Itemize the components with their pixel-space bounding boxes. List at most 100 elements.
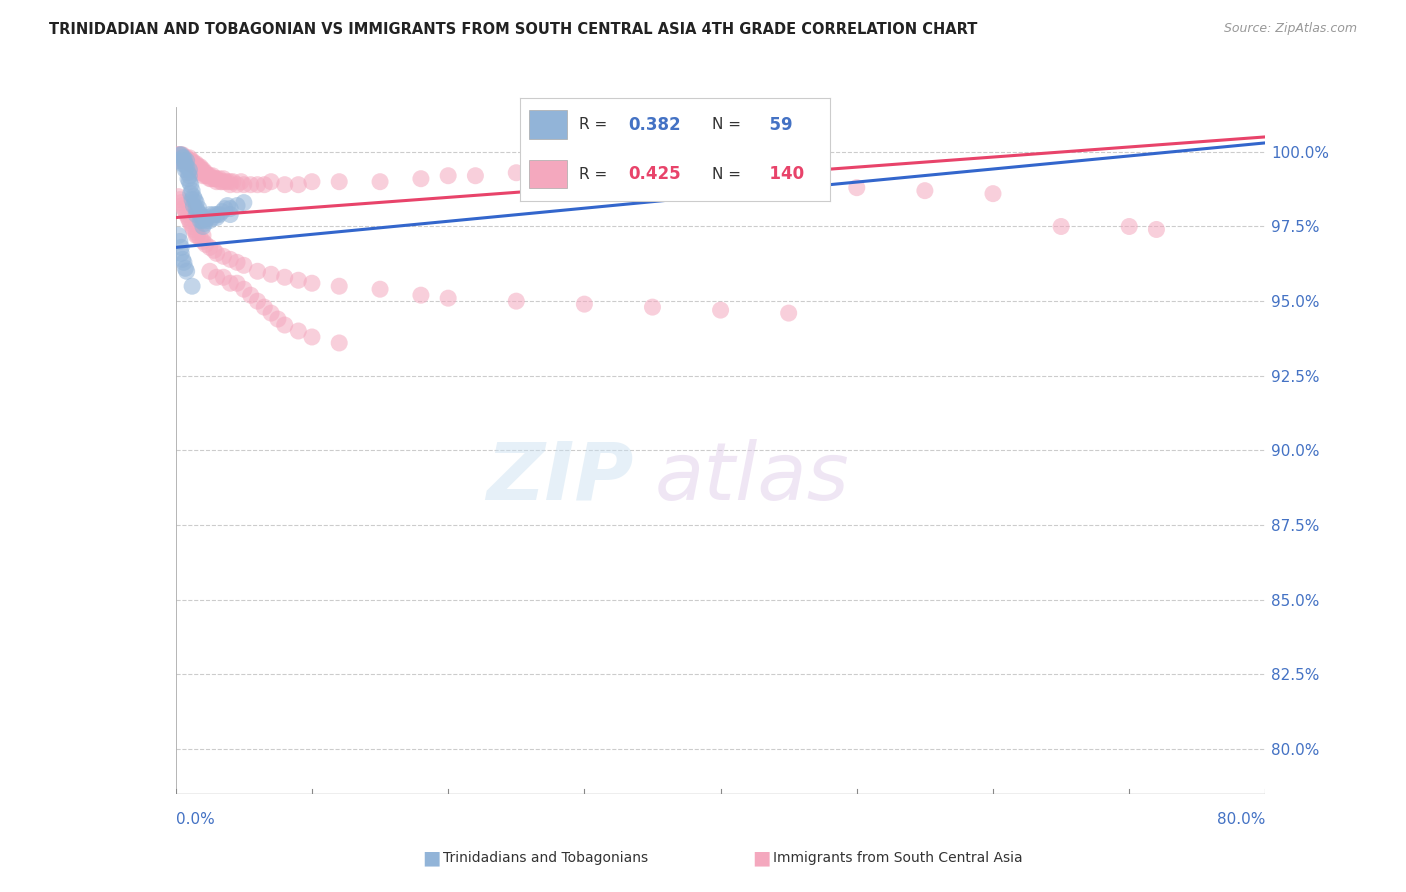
Point <box>181 279 204 293</box>
Point <box>184 157 207 171</box>
Point <box>179 213 201 227</box>
Point <box>188 213 211 227</box>
Point <box>274 270 297 285</box>
Point <box>186 228 208 243</box>
Point <box>169 193 191 207</box>
Point <box>186 208 208 222</box>
Point <box>183 160 205 174</box>
Point <box>184 160 207 174</box>
Point <box>191 211 214 225</box>
Point <box>170 246 193 260</box>
Point <box>505 294 527 309</box>
Point <box>195 211 218 225</box>
Point <box>219 178 242 192</box>
Point <box>198 264 221 278</box>
Point <box>267 312 290 326</box>
Point <box>179 151 201 165</box>
Point <box>190 162 212 177</box>
Point <box>232 282 254 296</box>
Text: 140: 140 <box>758 165 804 183</box>
Point <box>212 249 235 263</box>
Bar <box>530 111 567 139</box>
Point <box>201 211 224 225</box>
Text: Trinidadians and Tobagonians: Trinidadians and Tobagonians <box>443 851 648 865</box>
Point <box>217 175 239 189</box>
Point <box>191 228 214 243</box>
Point <box>217 198 239 212</box>
Point <box>183 198 205 212</box>
Point <box>437 169 460 183</box>
Point <box>191 162 214 177</box>
Point <box>981 186 1004 201</box>
Point <box>167 148 190 162</box>
Point <box>180 186 202 201</box>
Point <box>205 270 228 285</box>
Point <box>246 294 269 309</box>
Point <box>174 162 197 177</box>
Point <box>172 151 194 165</box>
Point <box>574 297 596 311</box>
Point <box>239 178 262 192</box>
Point <box>226 255 249 269</box>
Point <box>172 198 194 212</box>
Point <box>177 153 200 168</box>
Point <box>845 180 868 194</box>
Point <box>274 178 297 192</box>
Point <box>209 175 232 189</box>
Point <box>190 166 212 180</box>
Point <box>328 175 350 189</box>
Point <box>195 169 218 183</box>
Point <box>301 277 323 291</box>
Point <box>197 169 219 183</box>
Bar <box>530 160 567 188</box>
Point <box>186 162 208 177</box>
Point <box>194 166 217 180</box>
Point <box>1118 219 1140 234</box>
Point <box>437 291 460 305</box>
Point <box>169 148 191 162</box>
Point <box>191 169 214 183</box>
Point <box>198 171 221 186</box>
Point <box>173 153 195 168</box>
Point <box>188 166 211 180</box>
Point <box>186 162 209 177</box>
Point <box>200 171 222 186</box>
Point <box>179 157 201 171</box>
Point <box>173 153 195 168</box>
Point <box>778 306 800 320</box>
Point <box>194 213 217 227</box>
Text: 80.0%: 80.0% <box>1218 812 1265 827</box>
Point <box>187 162 209 177</box>
Text: ■: ■ <box>752 848 770 868</box>
Point <box>301 330 323 344</box>
Point <box>181 219 204 234</box>
Point <box>194 237 217 252</box>
Text: R =: R = <box>579 167 612 182</box>
Point <box>219 208 242 222</box>
Point <box>173 202 195 216</box>
Point <box>205 175 228 189</box>
Point <box>173 255 195 269</box>
Point <box>191 235 214 249</box>
Point <box>186 202 208 216</box>
Point <box>183 157 205 171</box>
Point <box>167 153 190 168</box>
Point <box>181 157 204 171</box>
Point <box>170 148 193 162</box>
Point <box>710 303 733 318</box>
Point <box>176 264 198 278</box>
Text: ZIP: ZIP <box>486 439 633 517</box>
Point <box>328 279 350 293</box>
Point <box>169 151 191 165</box>
Point <box>180 217 202 231</box>
Point <box>188 208 211 222</box>
Point <box>179 169 201 183</box>
Point <box>212 270 235 285</box>
Point <box>214 175 236 189</box>
Point <box>193 166 215 180</box>
Point <box>287 324 309 338</box>
Point <box>181 153 204 168</box>
Point <box>260 267 283 281</box>
Text: R =: R = <box>579 117 612 132</box>
Point <box>641 300 664 314</box>
